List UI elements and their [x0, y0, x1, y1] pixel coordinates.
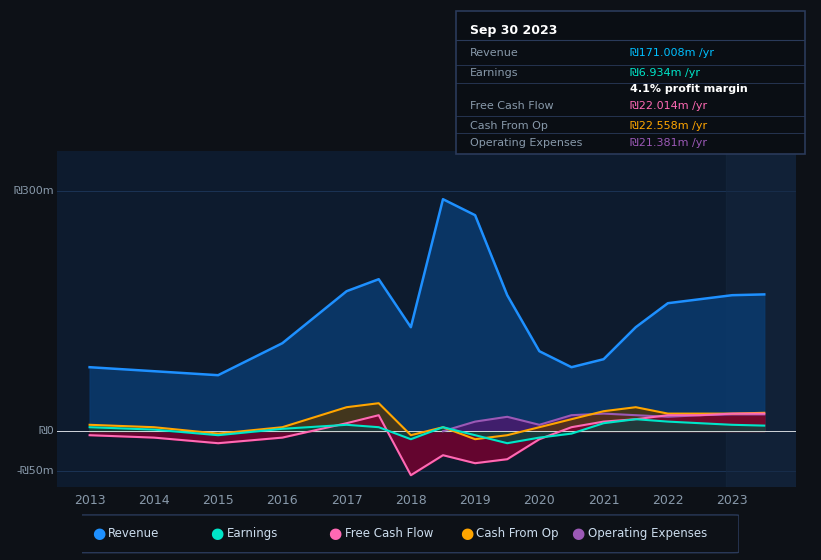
Text: -₪50m: -₪50m	[16, 466, 54, 476]
Text: ₪22.558m /yr: ₪22.558m /yr	[631, 121, 707, 131]
Text: ₪0: ₪0	[38, 426, 54, 436]
Text: Free Cash Flow: Free Cash Flow	[470, 101, 553, 111]
Bar	[726, 151, 796, 487]
Text: ●: ●	[210, 526, 223, 541]
Text: Operating Expenses: Operating Expenses	[588, 527, 707, 540]
Text: Earnings: Earnings	[470, 68, 518, 78]
Text: Cash From Op: Cash From Op	[476, 527, 558, 540]
Text: Revenue: Revenue	[470, 48, 518, 58]
Text: ₪21.381m /yr: ₪21.381m /yr	[631, 138, 707, 148]
Text: Revenue: Revenue	[108, 527, 160, 540]
Text: Free Cash Flow: Free Cash Flow	[345, 527, 433, 540]
Text: ₪171.008m /yr: ₪171.008m /yr	[631, 48, 714, 58]
Text: ●: ●	[328, 526, 342, 541]
Text: ●: ●	[460, 526, 473, 541]
Text: Cash From Op: Cash From Op	[470, 121, 548, 131]
Text: Operating Expenses: Operating Expenses	[470, 138, 582, 148]
Text: ●: ●	[92, 526, 105, 541]
Text: Earnings: Earnings	[227, 527, 278, 540]
Text: ●: ●	[571, 526, 585, 541]
FancyBboxPatch shape	[76, 515, 739, 553]
Text: ₪22.014m /yr: ₪22.014m /yr	[631, 101, 707, 111]
Text: ₪300m: ₪300m	[13, 186, 54, 196]
Text: 4.1% profit margin: 4.1% profit margin	[631, 84, 748, 94]
Text: ₪6.934m /yr: ₪6.934m /yr	[631, 68, 700, 78]
Text: Sep 30 2023: Sep 30 2023	[470, 24, 557, 37]
